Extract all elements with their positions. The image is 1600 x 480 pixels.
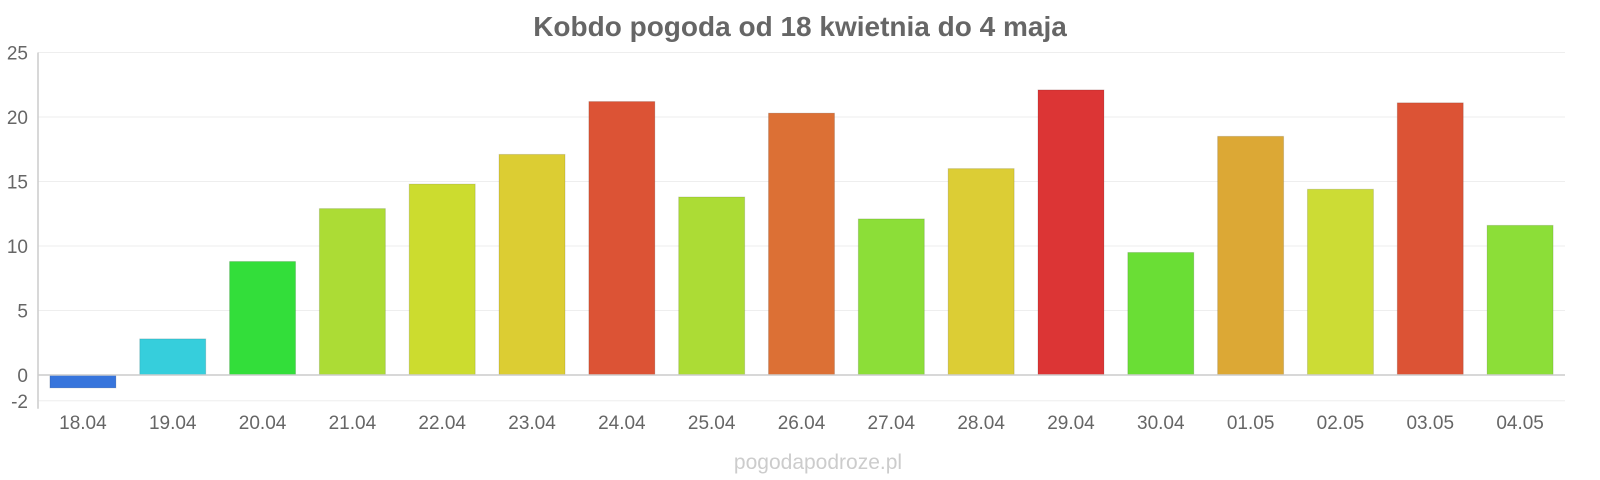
bar-29.04[interactable] <box>1037 89 1105 376</box>
bar-20.04[interactable] <box>229 260 297 376</box>
bar-27.04[interactable] <box>857 218 925 376</box>
bar-03.05[interactable] <box>1396 102 1464 376</box>
axes <box>37 52 1565 409</box>
x-tick-label: 25.04 <box>688 413 736 434</box>
x-tick-label: 26.04 <box>778 413 826 434</box>
bar-25.04[interactable] <box>678 196 746 376</box>
bar-21.04[interactable] <box>318 208 386 376</box>
bar-23.04[interactable] <box>498 153 566 376</box>
source-credit: pogodapodroze.pl <box>734 451 902 474</box>
x-tick-label: 27.04 <box>868 413 916 434</box>
y-tick-label: 25 <box>7 44 28 65</box>
x-tick-label: 29.04 <box>1047 413 1095 434</box>
x-tick-labels: 18.04 19.04 20.04 21.04 22.04 23.04 24.04 25.04… <box>59 413 1544 434</box>
bar-28.04[interactable] <box>947 168 1015 376</box>
x-tick-label: 21.04 <box>329 413 377 434</box>
bar-02.05[interactable] <box>1306 188 1374 376</box>
y-tick-label: 0 <box>17 366 28 387</box>
y-tick-label: 20 <box>7 108 28 129</box>
y-tick-label: 5 <box>17 302 28 323</box>
x-tick-label: 24.04 <box>598 413 646 434</box>
x-tick-label: 19.04 <box>149 413 197 434</box>
bar-04.05[interactable] <box>1486 224 1554 376</box>
chart-title: Kobdo pogoda od 18 kwietnia do 4 maja <box>533 11 1067 42</box>
bar-01.05[interactable] <box>1217 135 1285 376</box>
x-tick-label: 04.05 <box>1496 413 1544 434</box>
x-tick-label: 01.05 <box>1227 413 1275 434</box>
bar-24.04[interactable] <box>588 101 656 376</box>
x-tick-label: 03.05 <box>1406 413 1454 434</box>
x-tick-label: 20.04 <box>239 413 287 434</box>
y-tick-label: 10 <box>7 237 28 258</box>
bar-19.04[interactable] <box>139 338 207 376</box>
x-tick-label: 30.04 <box>1137 413 1185 434</box>
y-tick-label: 15 <box>7 173 28 194</box>
bar-22.04[interactable] <box>408 183 476 376</box>
y-tick-label: -2 <box>11 392 28 413</box>
x-tick-label: 28.04 <box>957 413 1005 434</box>
bar-30.04[interactable] <box>1127 251 1195 376</box>
x-tick-label: 02.05 <box>1317 413 1365 434</box>
x-tick-label: 23.04 <box>508 413 556 434</box>
bars <box>49 89 1554 389</box>
y-tick-labels: -2 0 5 10 15 20 25 <box>7 44 28 413</box>
x-tick-label: 18.04 <box>59 413 107 434</box>
bar-18.04[interactable] <box>49 374 117 389</box>
x-tick-label: 22.04 <box>418 413 466 434</box>
bar-26.04[interactable] <box>768 112 835 376</box>
